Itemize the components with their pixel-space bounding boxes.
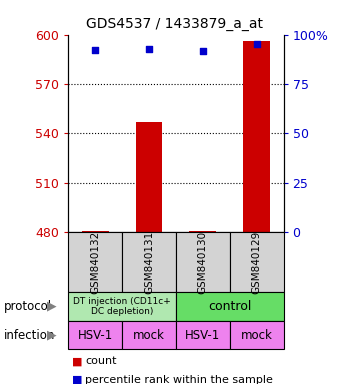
Text: mock: mock (241, 329, 273, 341)
Text: GDS4537 / 1433879_a_at: GDS4537 / 1433879_a_at (86, 17, 264, 31)
Text: control: control (208, 300, 251, 313)
Text: HSV-1: HSV-1 (78, 329, 113, 341)
Text: HSV-1: HSV-1 (185, 329, 220, 341)
Point (146, 46, 152, 53)
Bar (135, 122, 162, 232)
Point (92, 47, 98, 53)
Text: DT injection (CD11c+
DC depletion): DT injection (CD11c+ DC depletion) (73, 296, 171, 316)
Text: GSM840129: GSM840129 (252, 230, 261, 294)
Text: GSM840131: GSM840131 (144, 230, 154, 294)
Bar (243, 41, 270, 232)
Text: protocol: protocol (4, 300, 52, 313)
Text: GSM840132: GSM840132 (90, 230, 100, 294)
Point (200, 48, 205, 55)
Text: ▶: ▶ (47, 329, 57, 341)
Text: percentile rank within the sample: percentile rank within the sample (85, 375, 273, 384)
Text: count: count (85, 356, 117, 366)
Text: ■: ■ (72, 375, 82, 384)
Text: infection: infection (4, 329, 55, 341)
Text: ■: ■ (72, 356, 82, 366)
Text: GSM840130: GSM840130 (198, 230, 208, 294)
Point (254, 41, 259, 48)
Text: ▶: ▶ (47, 300, 57, 313)
Text: mock: mock (133, 329, 165, 341)
